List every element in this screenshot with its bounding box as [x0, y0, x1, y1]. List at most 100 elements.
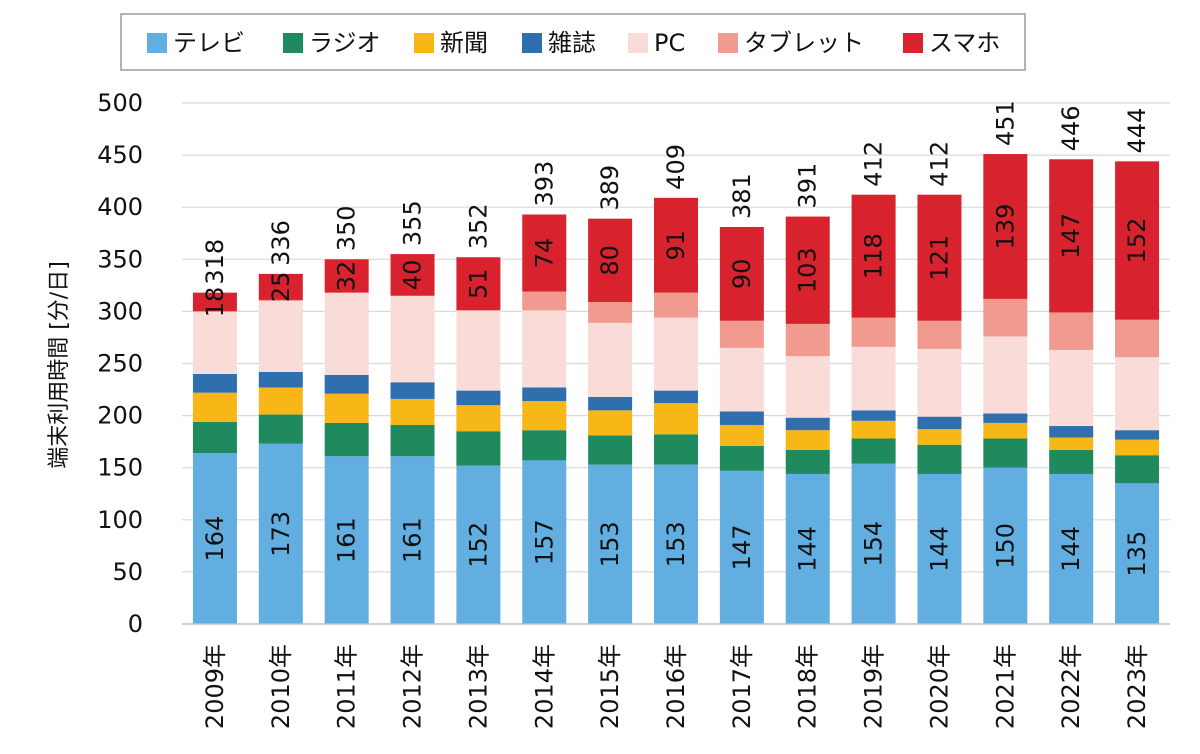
x-tick-2010: 2010年 [267, 644, 295, 729]
bar-2018-series-6 [785, 323, 830, 357]
bar-2019-series-3 [851, 420, 896, 439]
value-label-2017-series-7: 90 [728, 259, 756, 290]
total-label-2011: 350 [333, 205, 361, 251]
value-label-2009-series-1: 164 [201, 516, 229, 562]
bar-2012-series-5 [390, 295, 435, 383]
bar-2013-series-5 [456, 310, 501, 391]
y-tick-250: 250 [97, 350, 143, 378]
bar-2022-series-4 [1049, 426, 1094, 438]
bar-2021-series-6 [983, 298, 1028, 337]
value-label-2015-series-1: 153 [596, 521, 624, 567]
value-label-2013-series-7: 51 [464, 269, 492, 300]
value-label-2018-series-1: 144 [794, 526, 822, 572]
y-tick-450: 450 [97, 141, 143, 169]
bar-2015-series-7 [588, 218, 633, 303]
total-label-2012: 355 [399, 200, 427, 246]
bar-2011-series-1 [324, 456, 369, 624]
total-label-2020: 412 [925, 141, 953, 187]
legend-swatch-1 [147, 33, 167, 53]
chart-legend: テレビ ラジオ 新聞 雑誌 PC タブレット スマホ [120, 13, 1026, 71]
bar-2014-series-3 [522, 401, 567, 431]
x-tick-2017: 2017年 [728, 644, 756, 729]
bar-2010-series-5 [258, 300, 303, 372]
bar-2019-series-2 [851, 438, 896, 464]
value-label-2016-series-7: 91 [662, 230, 690, 261]
bar-2009-series-7 [192, 292, 237, 312]
bar-stacks [192, 154, 1160, 624]
bar-2011-series-2 [324, 422, 369, 457]
y-tick-50: 50 [112, 558, 143, 586]
bar-2014-series-1 [522, 460, 567, 624]
bar-2015-series-2 [588, 435, 633, 465]
y-axis-label: 端末利用時間 [分/日] [47, 261, 72, 469]
x-axis-ticks: 2009年 2010年 2011年 2012年 2013年 2014年 2015年 2016年… [182, 623, 1170, 729]
bar-2010-series-4 [258, 371, 303, 388]
bar-2013-series-3 [456, 405, 501, 432]
bar-2023-series-1 [1115, 483, 1160, 624]
bar-2023-series-5 [1115, 357, 1160, 431]
bar-2021-series-1 [983, 467, 1028, 624]
bar-2010-series-2 [258, 414, 303, 444]
bar-2021-series-3 [983, 422, 1028, 439]
bar-2021-series-5 [983, 336, 1028, 414]
value-label-2020-series-7: 121 [925, 235, 953, 281]
bar-2012-series-2 [390, 424, 435, 457]
bar-2014-series-7 [522, 214, 567, 292]
x-tick-2013: 2013年 [464, 644, 492, 729]
bar-2010-series-3 [258, 387, 303, 415]
bar-2011-series-7 [324, 259, 369, 293]
bar-2023-series-3 [1115, 439, 1160, 456]
legend-swatch-5 [628, 33, 648, 53]
y-tick-100: 100 [97, 506, 143, 534]
bar-2018-series-1 [785, 473, 830, 624]
x-tick-2019: 2019年 [860, 644, 888, 729]
total-label-2021: 451 [991, 100, 1019, 146]
bar-2013-series-1 [456, 465, 501, 624]
total-label-2009: 318 [201, 239, 229, 285]
bar-2017-series-2 [719, 445, 764, 471]
total-label-2016: 409 [662, 144, 690, 190]
value-label-2020-series-1: 144 [925, 526, 953, 572]
legend-swatch-3 [414, 33, 434, 53]
bar-2013-series-4 [456, 390, 501, 406]
value-label-2014-series-7: 74 [530, 238, 558, 269]
bar-2016-series-4 [654, 390, 698, 404]
bar-2023-series-7 [1115, 161, 1160, 320]
bar-2015-series-5 [588, 322, 633, 397]
y-tick-500: 500 [97, 89, 143, 117]
bar-2012-series-1 [390, 456, 435, 624]
bar-2020-series-2 [917, 444, 962, 474]
bar-2017-series-6 [719, 320, 764, 348]
x-tick-2011: 2011年 [333, 644, 361, 729]
bar-2014-series-4 [522, 387, 567, 402]
legend-swatch-6 [718, 33, 738, 53]
y-tick-150: 150 [97, 454, 143, 482]
bar-2018-series-4 [785, 417, 830, 431]
y-axis-ticks: 0 50 100 150 200 250 300 350 400 450 500 [97, 89, 143, 638]
bar-2016-series-6 [654, 292, 698, 318]
bar-2011-series-3 [324, 393, 369, 423]
y-tick-300: 300 [97, 297, 143, 325]
x-tick-2009: 2009年 [201, 644, 229, 729]
bar-2020-series-4 [917, 416, 962, 430]
value-label-2019-series-1: 154 [860, 521, 888, 567]
x-tick-2015: 2015年 [596, 644, 624, 729]
bar-2015-series-6 [588, 302, 633, 323]
y-tick-0: 0 [128, 610, 143, 638]
value-label-2018-series-7: 103 [794, 247, 822, 293]
bar-2018-series-2 [785, 449, 830, 474]
bar-2016-series-3 [654, 403, 698, 435]
legend-label-7: スマホ [929, 29, 1000, 57]
legend-swatch-2 [283, 33, 303, 53]
bar-2016-series-1 [654, 464, 698, 624]
value-label-2023-series-1: 135 [1123, 531, 1151, 577]
bar-2022-series-1 [1049, 473, 1094, 624]
value-label-2011-series-1: 161 [333, 517, 361, 563]
bar-2018-series-5 [785, 356, 830, 418]
bar-2016-series-5 [654, 317, 698, 391]
bar-2014-series-5 [522, 310, 567, 388]
bar-2009-series-5 [192, 311, 237, 374]
value-label-2012-series-1: 161 [399, 517, 427, 563]
bar-2009-series-3 [192, 392, 237, 422]
